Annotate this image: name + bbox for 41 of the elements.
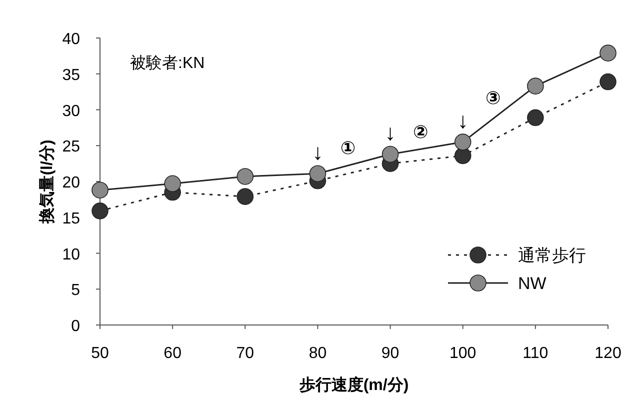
point (92, 202, 108, 220)
x-tick-label: 60 (164, 345, 182, 362)
x-tick-label: 80 (308, 345, 327, 362)
x-tick-label: 50 (91, 345, 109, 362)
legend-label: 通常歩行 (518, 246, 586, 265)
x-tick-label: 100 (450, 345, 476, 362)
point (309, 165, 326, 182)
point (600, 73, 616, 90)
x-tick-label: 110 (522, 345, 548, 362)
y-tick-label: 30 (62, 102, 80, 120)
point (527, 109, 544, 126)
annotation: ↓ (312, 140, 324, 165)
x-tick-label: 120 (594, 345, 621, 362)
annotation: ③ (486, 88, 501, 108)
y-tick-label: 25 (62, 138, 80, 156)
y-tick-label: 5 (71, 282, 80, 300)
x-axis-title: 歩行速度(m/分) (298, 375, 409, 394)
y-tick-label: 15 (62, 210, 80, 228)
point (164, 175, 181, 192)
annotation: ② (412, 122, 428, 142)
point (454, 147, 472, 164)
y-tick-label: 40 (62, 31, 80, 48)
point (382, 146, 399, 163)
annotation: ① (340, 138, 356, 158)
point (92, 182, 108, 199)
x-tick-label: 70 (236, 345, 254, 362)
y-tick-label: 10 (62, 246, 80, 264)
point (600, 44, 616, 62)
y-tick-label: 35 (62, 66, 80, 84)
y-axis-title: 換気量(l/分) (38, 140, 56, 224)
point (527, 78, 544, 94)
annotation: ↓ (384, 120, 396, 146)
point (454, 134, 472, 150)
annotation: ↓ (457, 108, 468, 134)
y-tick-label: 0 (71, 318, 80, 335)
annotation: 被験者:KN (130, 54, 205, 72)
legend-label: NW (518, 274, 546, 293)
x-tick-label: 90 (381, 345, 400, 362)
y-tick-label: 20 (62, 174, 80, 192)
point (236, 188, 254, 205)
point (236, 168, 254, 185)
